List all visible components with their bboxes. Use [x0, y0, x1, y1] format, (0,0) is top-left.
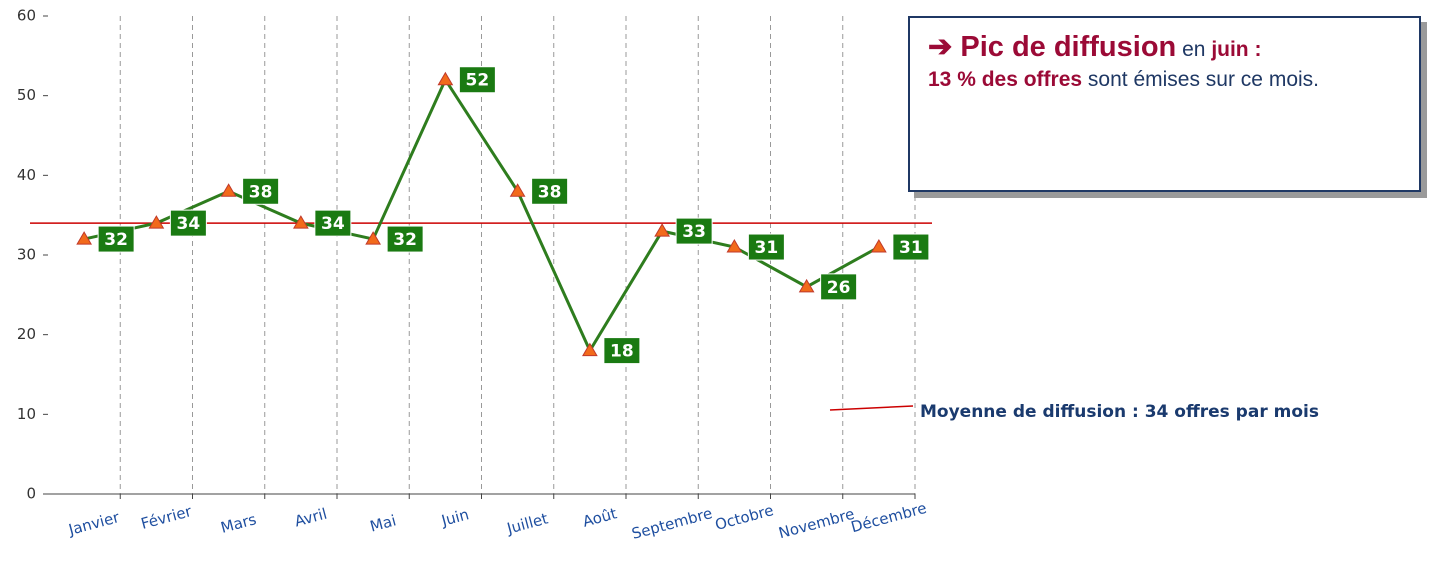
data-label-text: 32	[393, 230, 417, 250]
data-label-box	[675, 217, 713, 245]
data-label-text: 34	[177, 214, 201, 234]
data-label-box	[531, 177, 569, 205]
data-label: 32	[386, 225, 424, 253]
data-label: 38	[242, 177, 280, 205]
y-tick-label: 0	[26, 485, 36, 503]
data-label-box	[892, 233, 930, 261]
line	[83, 76, 880, 354]
data-label-box	[747, 233, 785, 261]
data-label: 31	[892, 233, 930, 261]
data-label-text: 31	[755, 238, 779, 258]
callout-share: 13 % des offres	[928, 68, 1083, 91]
data-label: 34	[169, 209, 207, 237]
x-tick-label: Mai	[368, 511, 398, 535]
data-label: 32	[97, 225, 135, 253]
data-label: 33	[675, 217, 713, 245]
data-label-box	[97, 225, 135, 253]
data-label-box	[820, 273, 858, 301]
x-tick-label: Février	[139, 502, 194, 533]
marker	[293, 215, 309, 229]
data-label: 31	[747, 233, 785, 261]
data-label-text: 34	[321, 214, 345, 234]
marker	[365, 231, 381, 245]
data-label-box	[458, 66, 496, 94]
data-label-box	[386, 225, 424, 253]
x-tick-label: Mars	[219, 510, 259, 537]
data-label-text: 26	[827, 278, 851, 298]
data-label-text: 52	[466, 71, 490, 91]
marker	[798, 278, 815, 293]
callout-head: ➔ Pic de diffusion	[928, 31, 1177, 63]
data-label-text: 31	[899, 238, 923, 258]
data-label: 18	[603, 337, 641, 365]
average-legend-line	[829, 405, 914, 411]
x-tick-label: Septembre	[630, 504, 714, 543]
data-label-box	[242, 177, 280, 205]
y-tick-label: 10	[17, 405, 36, 423]
data-label: 26	[820, 273, 858, 301]
data-label-text: 18	[610, 342, 634, 362]
data-label-box	[603, 337, 641, 365]
callout-text: sont émises sur ce mois.	[1087, 68, 1319, 91]
marker	[871, 239, 887, 253]
x-tick-label: Juillet	[504, 509, 550, 537]
marker	[726, 239, 743, 253]
y-tick-label: 40	[17, 166, 36, 184]
marker	[76, 231, 92, 245]
data-label-text: 33	[682, 222, 706, 242]
callout-text: en	[1182, 38, 1206, 61]
marker	[437, 71, 454, 86]
marker	[148, 215, 165, 229]
data-label-text: 38	[538, 182, 562, 202]
x-tick-label: Janvier	[66, 508, 122, 539]
average-label: Moyenne de diffusion : 34 offres par moi…	[920, 402, 1319, 422]
data-label-text: 32	[104, 230, 128, 250]
marker	[509, 183, 526, 197]
y-tick-label: 50	[17, 86, 36, 104]
y-tick-label: 20	[17, 325, 36, 343]
data-label: 52	[458, 66, 496, 94]
marker	[220, 183, 237, 197]
x-tick-label: Juin	[439, 505, 471, 530]
marker	[582, 342, 598, 357]
x-tick-label: Août	[581, 504, 619, 530]
x-tick-label: Octobre	[713, 501, 775, 534]
data-label-box	[169, 209, 207, 237]
data-label: 38	[531, 177, 569, 205]
marker	[654, 223, 670, 237]
data-label-text: 38	[249, 182, 273, 202]
y-tick-label: 30	[17, 246, 36, 264]
callout: ➔ Pic de diffusion en juin : 13 % des of…	[908, 16, 1421, 192]
data-label-box	[314, 209, 352, 237]
x-tick-label: Décembre	[849, 499, 928, 536]
y-tick-label: 60	[17, 7, 36, 25]
data-label: 34	[314, 209, 352, 237]
x-tick-label: Novembre	[777, 505, 857, 542]
callout-month: juin :	[1211, 38, 1262, 61]
x-tick-label: Avril	[293, 505, 329, 531]
